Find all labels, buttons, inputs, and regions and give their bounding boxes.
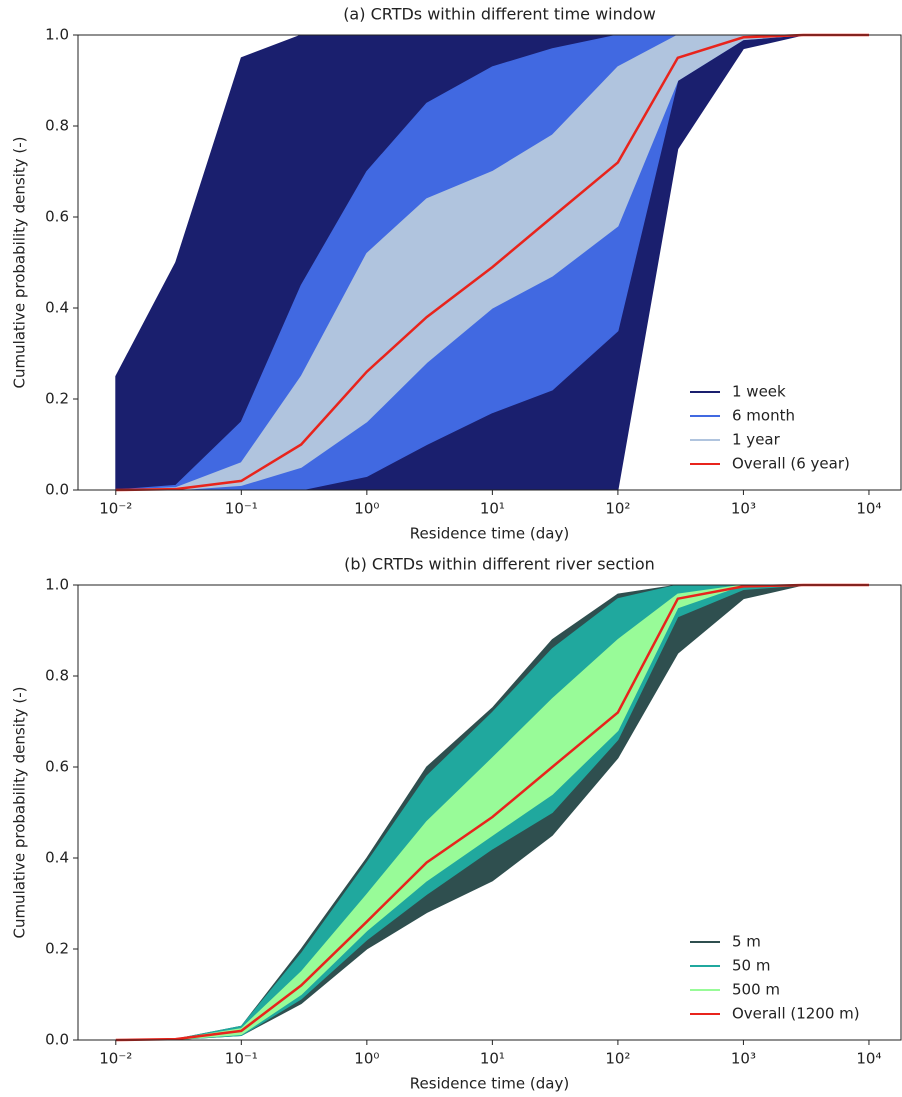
legend-label: 1 week bbox=[732, 383, 786, 401]
x-tick-label: 10⁻² bbox=[99, 1050, 132, 1068]
legend-label: 1 year bbox=[732, 431, 781, 449]
plot-frame bbox=[77, 584, 902, 1041]
x-tick-label: 10⁻¹ bbox=[225, 500, 258, 518]
chart-title: (a) CRTDs within different time window bbox=[343, 5, 656, 24]
y-tick-label: 0.4 bbox=[45, 849, 69, 867]
line bbox=[115, 583, 869, 1042]
chart-title: (b) CRTDs within different river section bbox=[344, 555, 655, 574]
y-tick-label: 0.0 bbox=[45, 1031, 69, 1049]
legend-label: 6 month bbox=[732, 407, 795, 425]
legend-label: 500 m bbox=[732, 981, 780, 999]
x-axis-label: Residence time (day) bbox=[410, 525, 569, 543]
y-axis-label: Cumulative probability density (-) bbox=[11, 686, 29, 938]
y-tick-label: 0.2 bbox=[45, 940, 69, 958]
y-tick-label: 0.6 bbox=[45, 208, 69, 226]
x-tick-label: 10² bbox=[605, 1050, 630, 1068]
panel: (a) CRTDs within different time window 0.… bbox=[11, 5, 902, 543]
x-tick-label: 10⁴ bbox=[856, 1050, 881, 1068]
x-tick-label: 10⁰ bbox=[354, 500, 379, 518]
legend-label: 50 m bbox=[732, 957, 770, 975]
panel: (b) CRTDs within different river section… bbox=[11, 555, 902, 1093]
y-tick-label: 1.0 bbox=[45, 26, 69, 44]
plot-frame bbox=[77, 34, 902, 491]
x-tick-label: 10⁻¹ bbox=[225, 1050, 258, 1068]
y-tick-label: 1.0 bbox=[45, 576, 69, 594]
x-tick-label: 10⁻² bbox=[99, 500, 132, 518]
y-tick-label: 0.6 bbox=[45, 758, 69, 776]
x-tick-label: 10⁰ bbox=[354, 1050, 379, 1068]
x-axis-label: Residence time (day) bbox=[410, 1075, 569, 1093]
y-tick-label: 0.2 bbox=[45, 390, 69, 408]
band bbox=[115, 584, 869, 1041]
x-tick-label: 10¹ bbox=[480, 500, 505, 518]
legend-label: Overall (6 year) bbox=[732, 455, 850, 473]
band bbox=[115, 34, 869, 491]
x-tick-label: 10³ bbox=[731, 500, 756, 518]
legend-label: 5 m bbox=[732, 933, 761, 951]
y-tick-label: 0.8 bbox=[45, 117, 69, 135]
x-tick-label: 10⁴ bbox=[856, 500, 881, 518]
x-tick-label: 10² bbox=[605, 500, 630, 518]
y-axis-label: Cumulative probability density (-) bbox=[11, 136, 29, 388]
y-tick-label: 0.4 bbox=[45, 299, 69, 317]
line bbox=[115, 33, 869, 492]
y-tick-label: 0.8 bbox=[45, 667, 69, 685]
y-tick-label: 0.0 bbox=[45, 481, 69, 499]
x-tick-label: 10³ bbox=[731, 1050, 756, 1068]
legend-label: Overall (1200 m) bbox=[732, 1005, 860, 1023]
x-tick-label: 10¹ bbox=[480, 1050, 505, 1068]
